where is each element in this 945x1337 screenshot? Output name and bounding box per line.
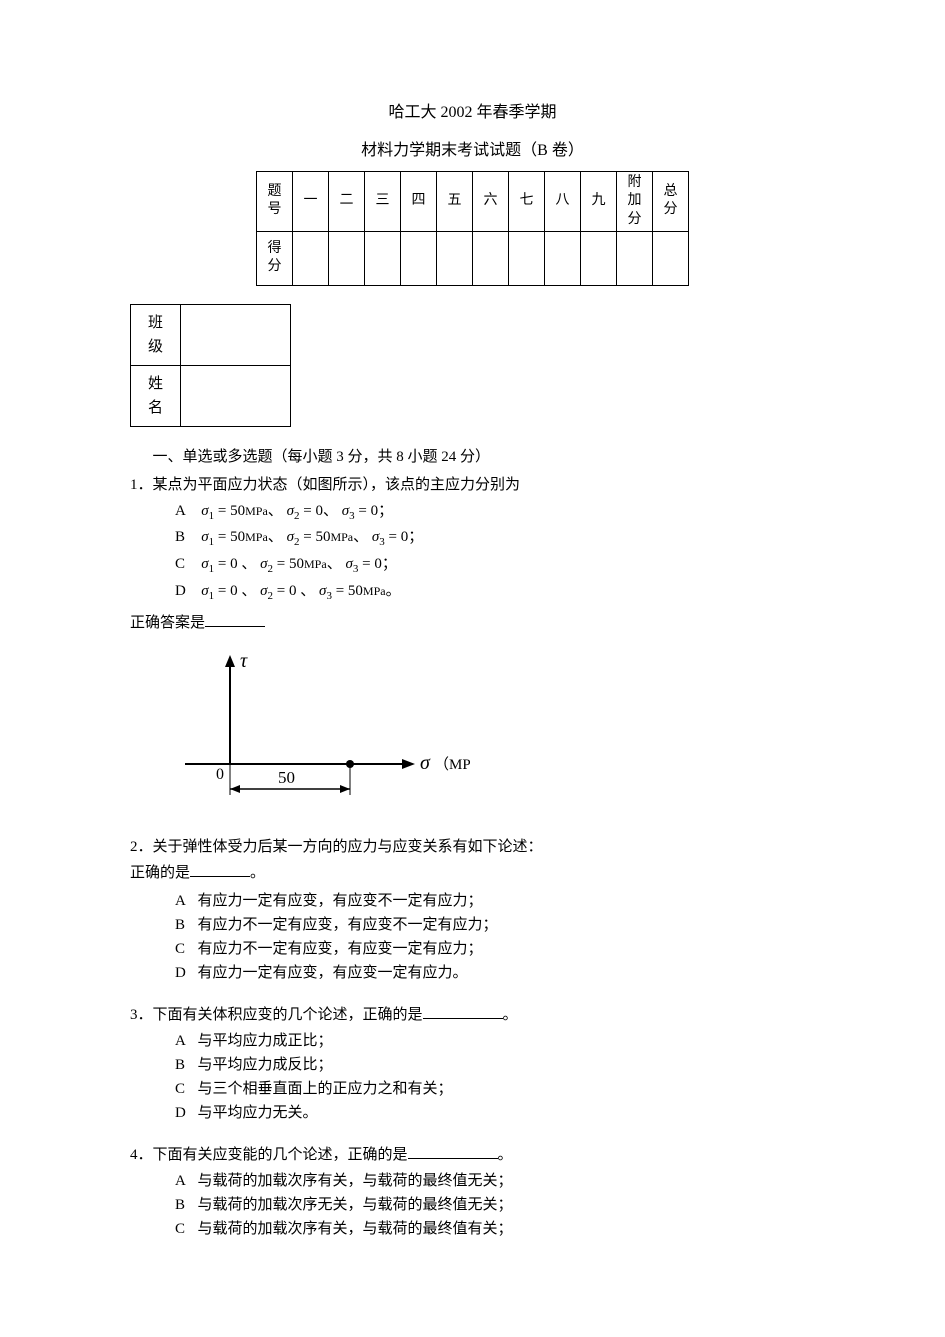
info-row-class: 班级 [131,304,291,365]
q1-figure: τ σ （MPa） 0 50 [170,649,815,817]
score-row-label: 得分 [257,231,293,285]
score-cell [365,231,401,285]
q2-opt-c: C有应力不一定有应变，有应变一定有应力； [175,937,815,961]
q2-opt-a: A有应力一定有应变，有应变不一定有应力； [175,889,815,913]
q4-answer-blank [408,1144,498,1159]
score-cell [437,231,473,285]
score-col-qnum: 题号 [257,172,293,232]
q1-answer-line: 正确答案是 [130,611,815,635]
sigma-axis-label: σ [420,752,431,774]
stress-diagram: τ σ （MPa） 0 50 [170,649,470,809]
score-col-1: 一 [293,172,329,232]
tau-axis-label: τ [240,650,248,672]
score-cell [545,231,581,285]
sigma-axis-unit: （MPa） [434,756,470,773]
q3-opt-b: B与平均应力成反比； [175,1053,815,1077]
q2-answer-suffix: 。 [250,865,265,881]
score-table: 题号 一 二 三 四 五 六 七 八 九 附加分 总分 得分 [256,171,689,286]
score-cell [617,231,653,285]
q1-answer-prefix: 正确答案是 [130,615,205,631]
q4-opt-b: B与载荷的加载次序无关，与载荷的最终值无关； [175,1193,815,1217]
info-table: 班级 姓名 [130,304,291,427]
score-col-2: 二 [329,172,365,232]
origin-label: 0 [216,766,224,783]
section-1-title: 一、单选或多选题（每小题 3 分，共 8 小题 24 分） [130,445,815,469]
score-cell [293,231,329,285]
info-name-value [181,365,291,426]
score-col-9: 九 [581,172,617,232]
score-header-row: 题号 一 二 三 四 五 六 七 八 九 附加分 总分 [257,172,689,232]
q1-a-label: A [175,499,198,523]
score-col-total: 总分 [653,172,689,232]
q1-answer-blank [205,612,265,627]
q4-options: A与载荷的加载次序有关，与载荷的最终值无关； B与载荷的加载次序无关，与载荷的最… [130,1169,815,1241]
q3-stem: 3．下面有关体积应变的几个论述，正确的是。 [130,1003,815,1027]
score-cell [653,231,689,285]
info-class-value [181,304,291,365]
q2-answer-line: 正确的是 。 [130,861,815,885]
info-name-label: 姓名 [131,365,181,426]
q1-c-label: C [175,552,198,576]
score-col-5: 五 [437,172,473,232]
q2-answer-blank [190,862,250,877]
q1-opt-a: A σ1 = 50MPa、 σ2 = 0、 σ3 = 0； [175,499,815,526]
q2-stem: 2．关于弹性体受力后某一方向的应力与应变关系有如下论述： [130,835,815,859]
score-table-wrap: 题号 一 二 三 四 五 六 七 八 九 附加分 总分 得分 [130,171,815,286]
score-col-4: 四 [401,172,437,232]
question-2: 2．关于弹性体受力后某一方向的应力与应变关系有如下论述： 正确的是 。 A有应力一… [130,835,815,985]
q1-b-label: B [175,525,198,549]
score-value-row: 得分 [257,231,689,285]
question-3: 3．下面有关体积应变的几个论述，正确的是。 A与平均应力成正比； B与平均应力成… [130,1003,815,1125]
q1-options: A σ1 = 50MPa、 σ2 = 0、 σ3 = 0； B σ1 = 50M… [130,499,815,605]
doc-title-1: 哈工大 2002 年春季学期 [130,100,815,126]
q3-opt-d: D与平均应力无关。 [175,1101,815,1125]
question-4: 4．下面有关应变能的几个论述，正确的是。 A与载荷的加载次序有关，与载荷的最终值… [130,1143,815,1241]
q2-opt-d: D有应力一定有应变，有应变一定有应力。 [175,961,815,985]
score-cell [401,231,437,285]
score-col-7: 七 [509,172,545,232]
score-cell [509,231,545,285]
q2-answer-prefix: 正确的是 [130,865,190,881]
x-value-label: 50 [278,768,295,787]
doc-title-2: 材料力学期末考试试题（B 卷） [130,138,815,164]
info-row-name: 姓名 [131,365,291,426]
q4-opt-c: C与载荷的加载次序有关，与载荷的最终值有关； [175,1217,815,1241]
score-col-8: 八 [545,172,581,232]
q3-opt-a: A与平均应力成正比； [175,1029,815,1053]
q1-d-label: D [175,579,198,603]
q1-stem: 1．某点为平面应力状态（如图所示），该点的主应力分别为 [130,473,815,497]
q1-opt-d: D σ1 = 0 、 σ2 = 0 、 σ3 = 50MPa。 [175,579,815,606]
q3-answer-blank [423,1004,503,1019]
score-cell [473,231,509,285]
q4-opt-a: A与载荷的加载次序有关，与载荷的最终值无关； [175,1169,815,1193]
score-cell [329,231,365,285]
q2-opt-b: B有应力不一定有应变，有应变不一定有应力； [175,913,815,937]
score-col-3: 三 [365,172,401,232]
q3-opt-c: C与三个相垂直面上的正应力之和有关； [175,1077,815,1101]
question-1: 1．某点为平面应力状态（如图所示），该点的主应力分别为 A σ1 = 50MPa… [130,473,815,605]
score-cell [581,231,617,285]
q4-stem: 4．下面有关应变能的几个论述，正确的是。 [130,1143,815,1167]
score-col-extra: 附加分 [617,172,653,232]
info-class-label: 班级 [131,304,181,365]
q1-opt-c: C σ1 = 0 、 σ2 = 50MPa、 σ3 = 0； [175,552,815,579]
q3-options: A与平均应力成正比； B与平均应力成反比； C与三个相垂直面上的正应力之和有关；… [130,1029,815,1125]
q1-opt-b: B σ1 = 50MPa、 σ2 = 50MPa、 σ3 = 0； [175,525,815,552]
score-col-6: 六 [473,172,509,232]
q2-options: A有应力一定有应变，有应变不一定有应力； B有应力不一定有应变，有应变不一定有应… [130,889,815,985]
